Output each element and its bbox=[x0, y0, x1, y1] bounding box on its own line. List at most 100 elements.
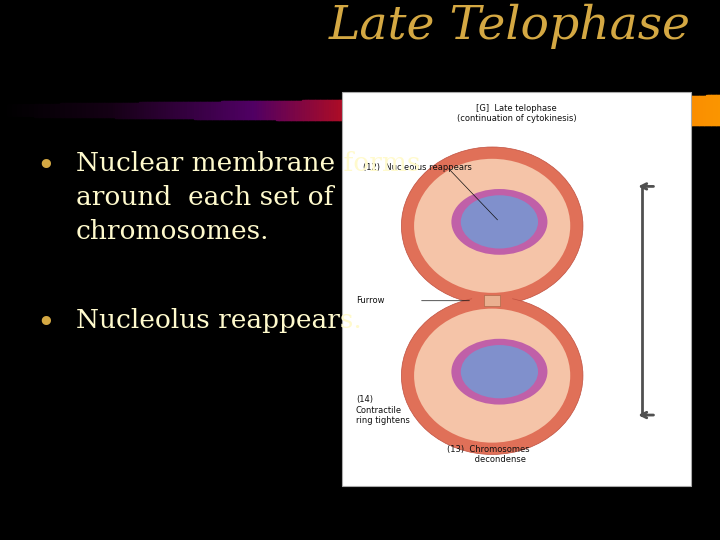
Bar bbox=[120, 103, 124, 118]
Bar bbox=[360, 100, 364, 120]
Ellipse shape bbox=[472, 287, 513, 314]
Bar bbox=[531, 98, 534, 123]
Bar bbox=[322, 100, 325, 120]
Bar bbox=[629, 97, 633, 124]
Text: Nucleolus reappears.: Nucleolus reappears. bbox=[76, 308, 361, 333]
Bar bbox=[53, 104, 57, 117]
Bar bbox=[526, 98, 529, 123]
Bar bbox=[41, 104, 45, 117]
Bar bbox=[317, 100, 320, 120]
Bar bbox=[12, 104, 16, 116]
Bar bbox=[252, 101, 256, 119]
Bar bbox=[135, 103, 138, 118]
Bar bbox=[415, 99, 419, 122]
Bar bbox=[377, 99, 381, 121]
Bar bbox=[5, 104, 9, 116]
Bar bbox=[43, 104, 47, 117]
Bar bbox=[650, 96, 654, 124]
Bar bbox=[276, 101, 280, 119]
Bar bbox=[396, 99, 400, 121]
Bar bbox=[122, 103, 126, 118]
Bar bbox=[271, 101, 275, 119]
Bar bbox=[454, 99, 457, 122]
Bar bbox=[355, 100, 359, 120]
Bar bbox=[441, 99, 446, 122]
Bar bbox=[499, 98, 503, 122]
Bar bbox=[48, 104, 52, 117]
Bar bbox=[617, 97, 621, 124]
Bar bbox=[153, 102, 158, 118]
Bar bbox=[70, 103, 73, 117]
Bar bbox=[286, 100, 289, 120]
Bar bbox=[679, 96, 683, 125]
Bar bbox=[329, 100, 333, 120]
Bar bbox=[634, 96, 637, 124]
Bar bbox=[547, 97, 551, 123]
Bar bbox=[468, 98, 472, 122]
Text: (13)  Chromosomes
         decondense: (13) Chromosomes decondense bbox=[447, 445, 530, 464]
Bar bbox=[557, 97, 561, 123]
Bar bbox=[58, 104, 61, 117]
Bar bbox=[326, 100, 330, 120]
Bar bbox=[250, 101, 253, 119]
Bar bbox=[125, 103, 129, 118]
Bar bbox=[369, 100, 374, 120]
Bar bbox=[665, 96, 669, 124]
Bar bbox=[571, 97, 575, 123]
Bar bbox=[0, 104, 4, 116]
Bar bbox=[89, 103, 93, 117]
Bar bbox=[14, 104, 18, 116]
Bar bbox=[574, 97, 577, 123]
Bar bbox=[626, 97, 630, 124]
Bar bbox=[300, 100, 304, 120]
Bar bbox=[718, 96, 720, 125]
Bar bbox=[506, 98, 510, 123]
Bar bbox=[221, 102, 225, 119]
Text: Late Telophase: Late Telophase bbox=[329, 3, 691, 49]
Bar bbox=[324, 100, 328, 120]
Bar bbox=[158, 102, 162, 118]
Bar bbox=[434, 99, 438, 122]
Bar bbox=[413, 99, 417, 121]
Bar bbox=[60, 104, 64, 117]
Bar bbox=[24, 104, 28, 117]
Bar bbox=[482, 98, 486, 122]
Bar bbox=[492, 98, 496, 122]
Bar bbox=[295, 100, 299, 120]
Bar bbox=[199, 102, 203, 119]
Bar bbox=[283, 101, 287, 119]
Bar bbox=[542, 98, 546, 123]
Bar bbox=[653, 96, 657, 124]
Bar bbox=[194, 102, 198, 118]
Bar bbox=[588, 97, 592, 123]
Bar bbox=[171, 102, 174, 118]
Bar bbox=[600, 97, 604, 124]
Bar bbox=[675, 96, 678, 124]
Bar bbox=[72, 103, 76, 117]
Bar bbox=[29, 104, 32, 117]
Bar bbox=[473, 98, 477, 122]
Bar bbox=[533, 98, 536, 123]
Bar bbox=[439, 99, 443, 122]
Bar bbox=[130, 103, 133, 118]
Bar bbox=[99, 103, 102, 117]
Bar bbox=[583, 97, 587, 123]
Bar bbox=[559, 97, 563, 123]
Bar bbox=[646, 96, 649, 124]
Bar bbox=[240, 101, 244, 119]
Bar bbox=[477, 98, 482, 122]
Text: (12)  Nucleolus reappears: (12) Nucleolus reappears bbox=[363, 163, 472, 172]
Bar bbox=[189, 102, 194, 118]
Bar bbox=[521, 98, 525, 123]
Bar bbox=[19, 104, 23, 116]
Bar bbox=[202, 102, 205, 119]
Bar bbox=[403, 99, 407, 121]
Bar bbox=[302, 100, 306, 120]
Bar bbox=[682, 96, 685, 125]
Bar bbox=[475, 98, 479, 122]
Bar bbox=[648, 96, 652, 124]
Bar bbox=[513, 98, 518, 123]
Bar bbox=[684, 96, 688, 125]
Bar bbox=[108, 103, 112, 117]
Bar bbox=[693, 96, 698, 125]
